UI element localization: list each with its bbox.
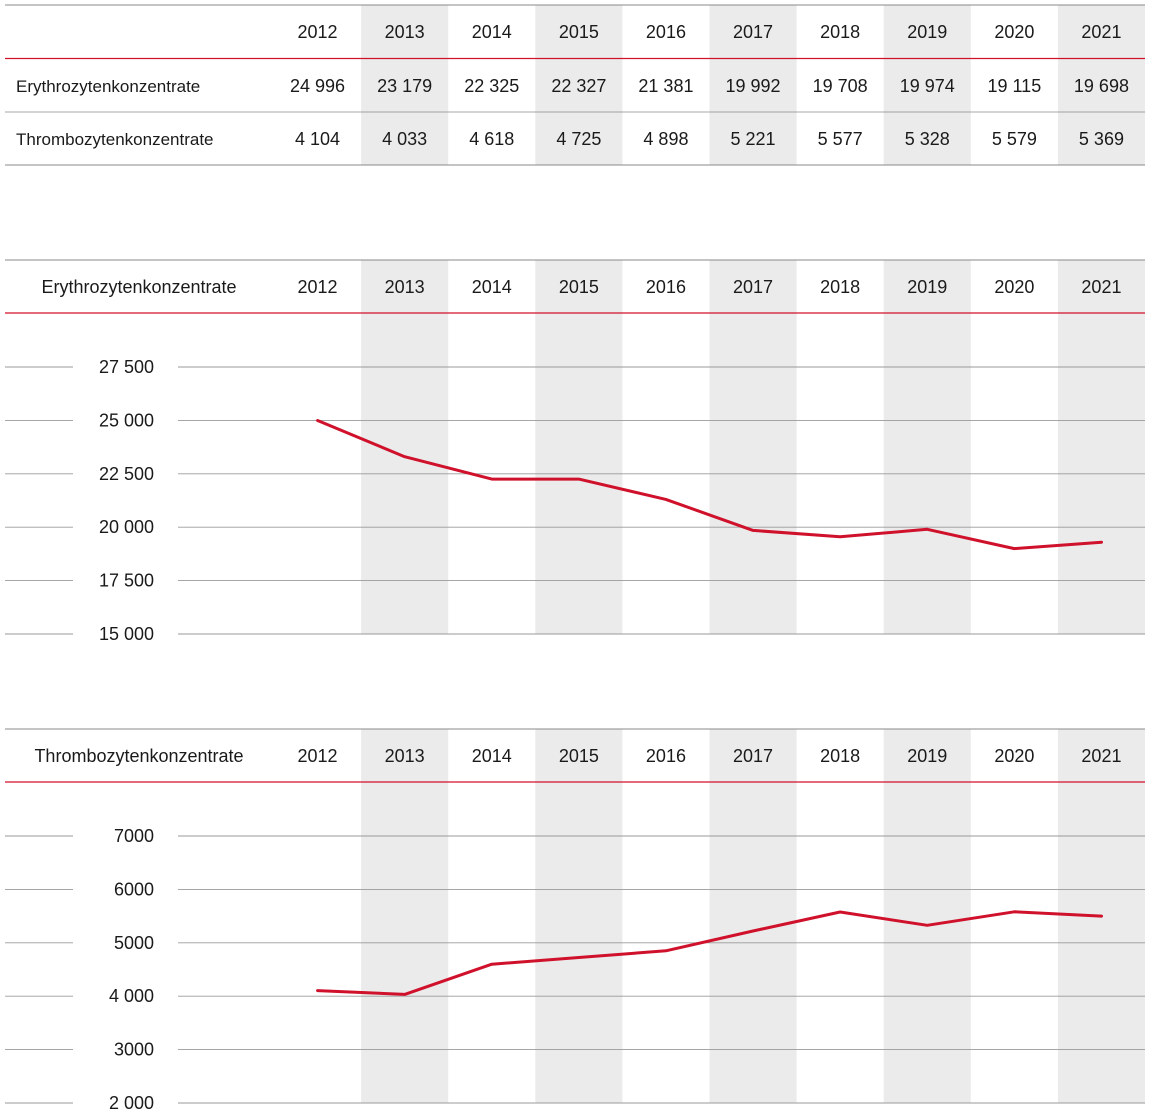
table-year-header: 2017 bbox=[733, 22, 773, 42]
y-tick-label: 3000 bbox=[114, 1040, 154, 1060]
table-cell: 4 033 bbox=[382, 129, 427, 149]
table-cell: 23 179 bbox=[377, 76, 432, 96]
chart-year-header: 2019 bbox=[907, 746, 947, 766]
erythrozyten-chart-svg: Erythrozytenkonzentrate 2012 2013 2014 2015 2… bbox=[5, 259, 1145, 644]
chart-column-band bbox=[883, 729, 971, 1103]
series-line bbox=[316, 910, 1103, 996]
table-year-header: 2020 bbox=[994, 22, 1034, 42]
table-row-label: Thrombozytenkonzentrate bbox=[16, 130, 214, 149]
chart-column-band bbox=[535, 260, 623, 634]
table-cell: 5 577 bbox=[818, 129, 863, 149]
table-column-band bbox=[361, 5, 449, 165]
y-tick-label: 22 500 bbox=[99, 464, 154, 484]
series-line bbox=[316, 419, 1103, 551]
chart-year-header: 2016 bbox=[646, 746, 686, 766]
table-cell: 4 725 bbox=[556, 129, 601, 149]
table-cell: 19 115 bbox=[987, 76, 1041, 96]
chart-year-header: 2012 bbox=[298, 746, 338, 766]
y-tick-label: 5000 bbox=[114, 933, 154, 953]
table-row-label: Erythrozytenkonzentrate bbox=[16, 77, 200, 96]
chart-year-header: 2014 bbox=[472, 746, 512, 766]
table-year-header: 2016 bbox=[646, 22, 686, 42]
table-cell: 5 579 bbox=[992, 129, 1037, 149]
table-cell: 5 221 bbox=[731, 129, 776, 149]
chart-column-band bbox=[883, 260, 971, 634]
table-year-header: 2012 bbox=[298, 22, 338, 42]
chart-column-band bbox=[709, 260, 797, 634]
table-cell: 4 104 bbox=[295, 129, 340, 149]
chart-year-header: 2020 bbox=[994, 277, 1034, 297]
chart-year-header: 2014 bbox=[472, 277, 512, 297]
chart-year-header: 2021 bbox=[1081, 746, 1121, 766]
chart-year-header: 2017 bbox=[733, 277, 773, 297]
table-column-band bbox=[709, 5, 797, 165]
data-table-graphic: 2012 2013 2014 2015 2016 2017 2018 2019 2020 2021… bbox=[5, 4, 1145, 166]
chart-year-header: 2018 bbox=[820, 746, 860, 766]
chart-year-header: 2019 bbox=[907, 277, 947, 297]
table-year-header: 2014 bbox=[472, 22, 512, 42]
table-cell: 22 327 bbox=[551, 76, 606, 96]
chart-column-band bbox=[361, 729, 449, 1103]
chart-year-header: 2021 bbox=[1081, 277, 1121, 297]
y-tick-label: 2 000 bbox=[109, 1093, 154, 1113]
table-cell: 4 898 bbox=[643, 129, 688, 149]
table-year-header: 2015 bbox=[559, 22, 599, 42]
y-tick-label: 15 000 bbox=[99, 624, 154, 644]
chart-year-header: 2015 bbox=[559, 277, 599, 297]
chart-year-header: 2013 bbox=[385, 277, 425, 297]
table-cell: 19 974 bbox=[900, 76, 955, 96]
chart-column-band bbox=[709, 729, 797, 1103]
table-year-header: 2019 bbox=[907, 22, 947, 42]
y-tick-label: 25 000 bbox=[99, 410, 154, 430]
chart-year-header: 2020 bbox=[994, 746, 1034, 766]
table-cell: 19 992 bbox=[726, 76, 781, 96]
chart-year-header: 2017 bbox=[733, 746, 773, 766]
chart-column-band bbox=[535, 729, 623, 1103]
data-table: 2012 2013 2014 2015 2016 2017 2018 2019 2020 2021… bbox=[0, 0, 1150, 170]
table-cell: 5 369 bbox=[1079, 129, 1124, 149]
table-cell: 22 325 bbox=[464, 76, 519, 96]
table-cell: 5 328 bbox=[905, 129, 950, 149]
table-cell: 24 996 bbox=[290, 76, 345, 96]
y-tick-label: 7000 bbox=[114, 826, 154, 846]
table-column-band bbox=[1057, 5, 1145, 165]
chart-column-band bbox=[1057, 260, 1145, 634]
y-tick-label: 4 000 bbox=[109, 986, 154, 1006]
table-year-header: 2021 bbox=[1081, 22, 1121, 42]
thrombozyten-chart: Thrombozytenkonzentrate 2012 2013 2014 2015 2… bbox=[0, 724, 1150, 1113]
chart-title: Erythrozytenkonzentrate bbox=[41, 277, 236, 297]
table-column-band bbox=[535, 5, 623, 165]
y-tick-label: 6000 bbox=[114, 879, 154, 899]
thrombozyten-chart-svg: Thrombozytenkonzentrate 2012 2013 2014 2015 2… bbox=[5, 728, 1145, 1113]
y-tick-label: 17 500 bbox=[99, 571, 154, 591]
table-cell: 21 381 bbox=[638, 76, 693, 96]
chart-year-header: 2013 bbox=[385, 746, 425, 766]
erythrozyten-chart: Erythrozytenkonzentrate 2012 2013 2014 2015 2… bbox=[0, 255, 1150, 645]
chart-year-header: 2018 bbox=[820, 277, 860, 297]
y-tick-label: 27 500 bbox=[99, 357, 154, 377]
table-cell: 19 698 bbox=[1074, 76, 1129, 96]
table-cell: 4 618 bbox=[469, 129, 514, 149]
table-year-header: 2018 bbox=[820, 22, 860, 42]
chart-year-header: 2015 bbox=[559, 746, 599, 766]
chart-title: Thrombozytenkonzentrate bbox=[34, 746, 243, 766]
chart-column-band bbox=[361, 260, 449, 634]
chart-year-header: 2016 bbox=[646, 277, 686, 297]
table-year-header: 2013 bbox=[385, 22, 425, 42]
y-tick-label: 20 000 bbox=[99, 517, 154, 537]
table-cell: 19 708 bbox=[813, 76, 868, 96]
table-column-band bbox=[883, 5, 971, 165]
chart-year-header: 2012 bbox=[298, 277, 338, 297]
